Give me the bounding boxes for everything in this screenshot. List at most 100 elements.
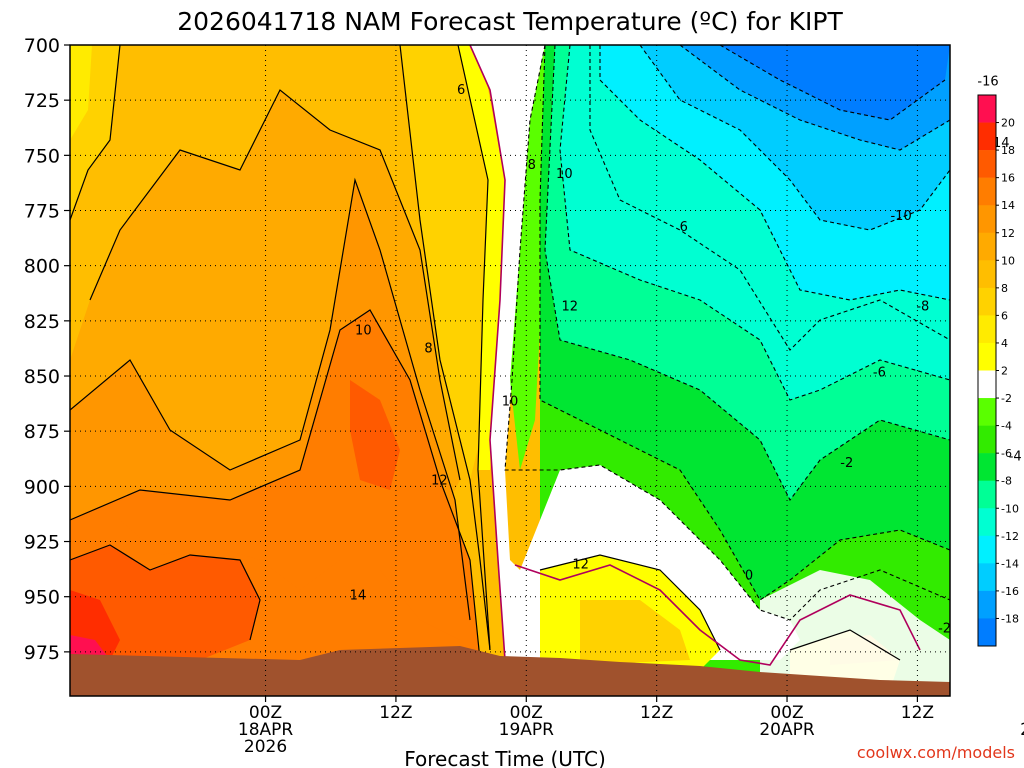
colorbar-swatch	[978, 95, 996, 123]
contour-label: 12	[561, 299, 578, 314]
y-tick-label: 750	[24, 145, 60, 167]
contour-8	[89, 89, 461, 481]
contour-6	[399, 45, 491, 651]
contour-label: 8	[528, 158, 536, 173]
band-18-20	[70, 635, 110, 660]
contour-label: 0	[745, 569, 753, 584]
colorbar-label: -2	[1001, 392, 1012, 405]
y-tick-label: 850	[24, 366, 60, 388]
x-tick-label: 12Z	[379, 703, 412, 723]
contour-label: -2	[840, 456, 853, 471]
contour-label: -6	[873, 366, 886, 381]
x-tick-label: 20APR	[759, 720, 815, 740]
credit-text: coolwx.com/models	[857, 743, 1015, 762]
y-tick-label: 775	[24, 201, 60, 223]
y-tick-label: 925	[24, 532, 60, 554]
contour-10	[70, 177, 471, 621]
contour-0-low	[514, 564, 921, 666]
colorbar-swatch	[978, 260, 996, 289]
x-tick-label: 2026	[244, 737, 287, 757]
plot-frame	[69, 44, 951, 697]
x-tick-label: 19APR	[499, 720, 555, 740]
contour-label: 10	[355, 324, 372, 339]
colorbar-label: -8	[1001, 475, 1012, 488]
contour-neg10	[589, 45, 950, 351]
gridlines	[70, 45, 950, 696]
y-tick-label: 800	[24, 256, 60, 278]
y-tick-label: 950	[24, 587, 60, 609]
contour-label: 14	[350, 588, 367, 603]
contour-label: -4	[1009, 449, 1022, 464]
contour-label: 10	[556, 167, 573, 182]
contour-label: 6	[457, 83, 465, 98]
colorbar-label: 6	[1001, 309, 1008, 322]
colorbar-swatch	[978, 177, 996, 206]
contour-label: 12	[431, 474, 448, 489]
colorbar-swatch	[978, 508, 996, 537]
colorbar-swatch	[978, 287, 996, 316]
colorbar-label: -16	[1001, 585, 1019, 598]
colorbar-label: -4	[1001, 420, 1012, 433]
band-4-6-low	[580, 600, 690, 665]
x-tick-label: 00Z	[770, 703, 803, 723]
band-4-6-front	[400, 45, 500, 480]
colorbar-swatch	[978, 480, 996, 509]
contour-label: -2	[938, 622, 951, 637]
contour-0-front	[469, 45, 506, 661]
contour-2-right	[789, 629, 901, 661]
colorbar-label: 16	[1001, 172, 1015, 185]
band-2-4-left	[70, 45, 92, 140]
band-2-4-front	[458, 45, 505, 470]
colorbar-swatch	[978, 122, 996, 151]
colorbar-swatch	[978, 535, 996, 564]
y-axis: 700 725 750 775 800 825 850 875 900 925 950 975	[24, 35, 70, 664]
x-tick-label: 21APR	[1020, 720, 1024, 740]
colorbar-swatch	[978, 342, 996, 371]
contour-labels: 6810612108101214120-2-2-4-6-8-10-12-14-1…	[350, 74, 1022, 637]
contour-label: 12	[572, 558, 589, 573]
freezing-contour	[469, 45, 921, 666]
contour-12	[70, 309, 481, 661]
colorbar-label: 4	[1001, 337, 1008, 350]
colorbar-label: -6	[1001, 447, 1012, 460]
colorbar-swatch	[978, 232, 996, 261]
y-tick-label: 725	[24, 90, 60, 112]
y-tick-label: 875	[24, 421, 60, 443]
band-14-16-core	[350, 380, 400, 490]
x-axis: 00Z18APR202612Z00Z19APR12Z00Z20APR12Z00Z…	[238, 696, 1024, 757]
colorbar-swatch	[978, 618, 996, 647]
x-tick-label: 00Z	[249, 703, 282, 723]
colorbar-swatch	[978, 205, 996, 234]
contour-neg6	[544, 45, 950, 502]
contour-4	[70, 45, 121, 221]
contour-neg12	[599, 45, 950, 301]
contour-label: -10	[890, 209, 911, 224]
contour-label: 6	[680, 220, 688, 235]
x-tick-label: 12Z	[901, 703, 934, 723]
x-tick-label: 12Z	[640, 703, 673, 723]
contour-label: -8	[916, 299, 929, 314]
contour-label: -16	[977, 74, 998, 89]
contour-neg18	[719, 45, 946, 121]
contour-4-front	[457, 45, 491, 651]
terrain-ground	[70, 646, 950, 696]
colorbar-swatch	[978, 590, 996, 619]
contour-14	[70, 544, 261, 641]
x-tick-label: 18APR	[238, 720, 294, 740]
contour-neg8	[559, 45, 950, 401]
colorbar-swatch	[978, 563, 996, 592]
band-below-neg18	[720, 45, 950, 120]
colorbar-label: 14	[1001, 199, 1015, 212]
plot-area	[70, 45, 950, 696]
colorbar-swatch	[978, 425, 996, 454]
y-tick-label: 900	[24, 476, 60, 498]
colorbar-swatch	[978, 370, 996, 399]
chart-title: 2026041718 NAM Forecast Temperature (ºC)…	[177, 7, 843, 36]
band-neg2-2	[470, 45, 800, 670]
x-axis-label: Forecast Time (UTC)	[404, 747, 606, 768]
colorbar-label: 12	[1001, 227, 1015, 240]
colorbar-label: 2	[1001, 365, 1008, 378]
y-tick-label: 825	[24, 311, 60, 333]
colorbar-label: -12	[1001, 530, 1019, 543]
